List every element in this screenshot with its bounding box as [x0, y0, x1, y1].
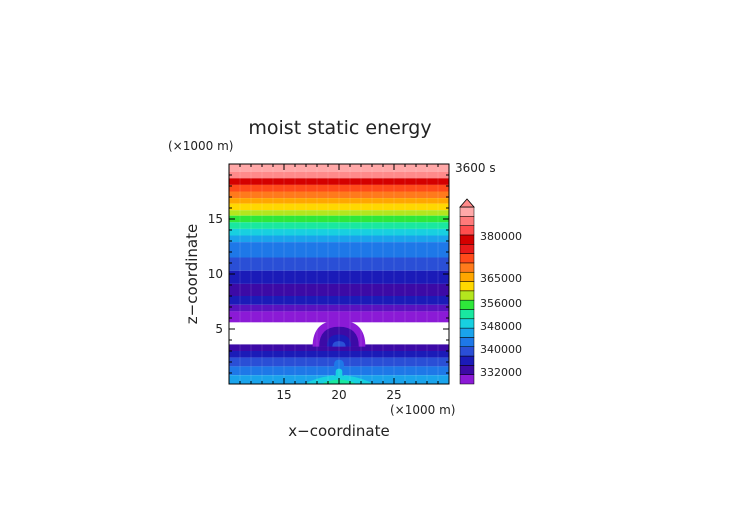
colorbar-swatch-12	[459, 262, 475, 273]
band-5	[229, 198, 449, 204]
y-unit-label: (×1000 m)	[168, 139, 233, 153]
y-axis: 5 10 15	[208, 174, 449, 374]
band-3	[229, 184, 449, 192]
colorbar-swatch-3	[459, 346, 475, 357]
colorbar-extend-arrow	[459, 198, 475, 208]
colorbar-swatch-16	[459, 225, 475, 236]
colorbar-swatch-10	[459, 281, 475, 292]
band-20	[229, 344, 449, 351]
colorbar-swatch-18	[459, 206, 475, 217]
band-13	[229, 257, 449, 271]
colorbar-swatch-1	[459, 365, 475, 375]
colorbar-swatch-8	[459, 299, 475, 310]
band-15	[229, 283, 449, 296]
band-2	[229, 178, 449, 185]
chart-title: moist static energy	[248, 117, 431, 139]
band-11	[229, 235, 449, 243]
band-1	[229, 171, 449, 179]
colorbar-swatch-4	[459, 337, 475, 347]
band-9	[229, 222, 449, 229]
x-tick-label: 20	[331, 388, 346, 402]
x-axis-label: x−coordinate	[288, 422, 389, 440]
colorbar-label: 365000	[480, 272, 522, 285]
band-16	[229, 296, 449, 305]
x-axis: 15 20 25	[239, 164, 439, 402]
band-7	[229, 210, 449, 216]
colorbar-labels: 380000 365000 356000 348000 340000 332000	[480, 230, 522, 379]
colorbar-swatch-11	[459, 271, 475, 282]
colorbar-swatch-7	[459, 309, 475, 320]
colorbar	[459, 198, 475, 385]
colorbar-swatch-5	[459, 327, 475, 338]
colorbar-label: 332000	[480, 366, 522, 379]
y-tick-label: 10	[208, 267, 223, 281]
colorbar-label: 340000	[480, 343, 522, 356]
band-12	[229, 242, 449, 258]
band-10	[229, 228, 449, 236]
colorbar-swatch-13	[459, 253, 475, 264]
plume-layer-2	[326, 334, 352, 347]
band-18	[229, 311, 449, 323]
band-6	[229, 203, 449, 211]
band-14	[229, 270, 449, 284]
colorbar-swatch-15	[459, 234, 475, 245]
colorbar-swatch-0	[459, 374, 475, 385]
y-tick-label: 15	[208, 212, 223, 226]
band-17	[229, 304, 449, 312]
x-unit-label: (×1000 m)	[390, 403, 455, 417]
band-8	[229, 215, 449, 223]
plume	[303, 320, 375, 384]
time-label: 3600 s	[455, 161, 496, 175]
band-21	[229, 351, 449, 358]
x-tick-label: 15	[276, 388, 291, 402]
colorbar-swatch-6	[459, 318, 475, 329]
plume-layer-3	[332, 341, 346, 347]
colorbar-swatch-9	[459, 290, 475, 301]
colorbar-label: 356000	[480, 297, 522, 310]
colorbar-label: 380000	[480, 230, 522, 243]
colorbar-label: 348000	[480, 320, 522, 333]
x-tick-label: 25	[386, 388, 401, 402]
y-tick-label: 5	[215, 322, 223, 336]
colorbar-swatch-2	[459, 355, 475, 366]
colorbar-swatch-14	[459, 244, 475, 254]
colorbar-swatch-17	[459, 216, 475, 226]
grid-lines	[239, 164, 439, 384]
band-4	[229, 191, 449, 199]
y-axis-label: z−coordinate	[183, 224, 201, 324]
